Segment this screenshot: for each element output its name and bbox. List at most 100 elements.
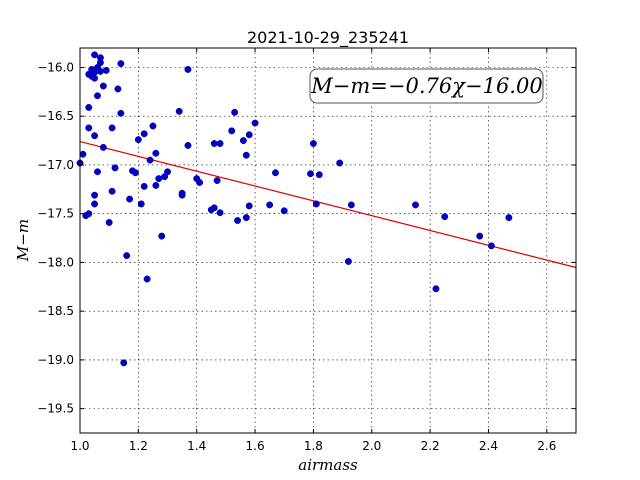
grid-lines bbox=[80, 48, 576, 433]
data-point bbox=[251, 119, 259, 127]
data-point bbox=[412, 201, 419, 209]
y-tick-label: −19.0 bbox=[37, 353, 74, 367]
data-point bbox=[210, 204, 218, 212]
data-point bbox=[146, 156, 154, 164]
data-point bbox=[245, 202, 253, 210]
data-point bbox=[184, 65, 192, 73]
data-point bbox=[336, 159, 344, 167]
y-tick-label: −19.5 bbox=[37, 402, 74, 416]
data-point bbox=[152, 181, 160, 189]
data-point bbox=[126, 195, 134, 203]
data-point bbox=[487, 242, 495, 250]
data-point bbox=[108, 124, 116, 132]
data-point bbox=[85, 104, 93, 111]
data-point bbox=[245, 131, 253, 139]
y-tick-label: −18.0 bbox=[37, 255, 74, 269]
data-point bbox=[85, 124, 93, 132]
data-point bbox=[91, 51, 99, 59]
data-point bbox=[105, 219, 113, 226]
data-points bbox=[76, 51, 513, 367]
x-axis-label: airmass bbox=[298, 456, 358, 474]
data-point bbox=[196, 179, 204, 186]
data-point bbox=[231, 108, 239, 116]
x-tick-label: 2.0 bbox=[362, 439, 381, 453]
x-tick-label: 1.2 bbox=[129, 439, 148, 453]
x-tick-label: 2.6 bbox=[537, 439, 556, 453]
data-point bbox=[137, 200, 145, 208]
data-point bbox=[184, 142, 192, 149]
data-point bbox=[228, 127, 236, 135]
data-point bbox=[476, 232, 484, 240]
data-point bbox=[505, 214, 513, 222]
data-point bbox=[307, 170, 314, 178]
data-point bbox=[242, 214, 250, 222]
data-point bbox=[117, 109, 125, 117]
data-point bbox=[312, 200, 320, 208]
data-point bbox=[344, 258, 352, 265]
data-point bbox=[91, 191, 99, 199]
y-tick-label: −16.5 bbox=[37, 109, 74, 123]
data-point bbox=[79, 150, 87, 158]
data-point bbox=[96, 54, 104, 62]
data-point bbox=[85, 210, 93, 218]
y-tick-label: −18.5 bbox=[37, 304, 74, 318]
data-point bbox=[239, 137, 247, 145]
data-point bbox=[123, 252, 131, 260]
data-point bbox=[96, 67, 104, 75]
data-point bbox=[114, 85, 122, 93]
data-point bbox=[134, 136, 142, 144]
data-point bbox=[213, 177, 221, 185]
data-point bbox=[280, 207, 288, 215]
data-point bbox=[131, 169, 139, 177]
data-point bbox=[272, 169, 279, 177]
data-point bbox=[155, 175, 163, 183]
data-point bbox=[120, 359, 128, 367]
data-point bbox=[210, 140, 218, 147]
data-point bbox=[164, 168, 171, 176]
y-tick-label: −17.0 bbox=[37, 158, 74, 172]
x-tick-label: 2.2 bbox=[421, 439, 440, 453]
data-point bbox=[242, 151, 250, 159]
y-axis-label: M−m bbox=[14, 219, 32, 262]
data-point bbox=[234, 217, 242, 224]
data-point bbox=[108, 187, 116, 195]
data-point bbox=[175, 107, 183, 115]
data-point bbox=[140, 130, 148, 138]
data-point bbox=[309, 140, 317, 147]
data-point bbox=[216, 140, 224, 147]
data-point bbox=[99, 143, 107, 151]
x-tick-label: 1.0 bbox=[70, 439, 89, 453]
y-tick-label: −16.0 bbox=[37, 60, 74, 74]
data-point bbox=[152, 149, 160, 157]
data-point bbox=[178, 191, 186, 199]
data-point bbox=[91, 200, 99, 208]
x-tick-label: 1.6 bbox=[246, 439, 265, 453]
data-point bbox=[143, 275, 151, 283]
data-point bbox=[432, 285, 440, 293]
x-axis-ticks: 1.0 1.2 1.4 1.6 1.8 2.0 2.2 2.4 2.6 bbox=[70, 48, 556, 453]
y-tick-label: −17.5 bbox=[37, 207, 74, 221]
x-tick-label: 1.4 bbox=[187, 439, 206, 453]
data-point bbox=[117, 60, 125, 68]
plot-frame bbox=[79, 47, 577, 434]
data-point bbox=[158, 232, 166, 240]
data-point bbox=[102, 66, 110, 74]
data-point bbox=[149, 122, 157, 130]
data-point bbox=[315, 171, 323, 179]
fit-equation-box bbox=[309, 68, 544, 104]
chart-title: 2021-10-29_235241 bbox=[247, 28, 409, 48]
x-tick-label: 2.4 bbox=[479, 439, 498, 453]
data-point bbox=[347, 201, 355, 209]
data-point bbox=[266, 201, 274, 209]
data-point bbox=[94, 168, 101, 176]
x-tick-label: 1.8 bbox=[304, 439, 323, 453]
data-point bbox=[441, 213, 449, 221]
data-point bbox=[99, 82, 107, 90]
data-point bbox=[91, 132, 99, 140]
data-point bbox=[94, 92, 101, 100]
y-axis-ticks: −16.0 −16.5 −17.0 −17.5 −18.0 −18.5 −19.0 −19.5 bbox=[37, 60, 576, 416]
data-point bbox=[91, 74, 99, 82]
data-point bbox=[140, 182, 148, 190]
data-point bbox=[216, 209, 224, 217]
